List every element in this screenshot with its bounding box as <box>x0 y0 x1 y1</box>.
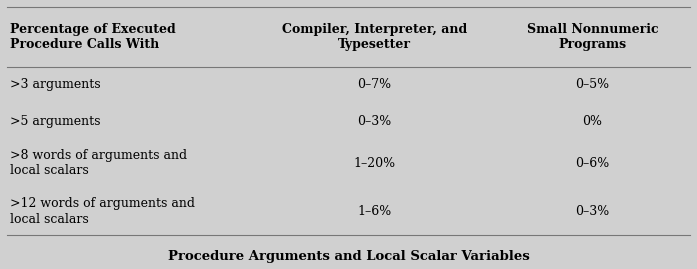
Text: >3 arguments: >3 arguments <box>10 79 101 91</box>
Text: >5 arguments: >5 arguments <box>10 115 101 128</box>
Text: 1–20%: 1–20% <box>353 157 396 170</box>
Text: Small Nonnumeric
Programs: Small Nonnumeric Programs <box>527 23 658 51</box>
Text: >8 words of arguments and
local scalars: >8 words of arguments and local scalars <box>10 149 187 178</box>
Text: Procedure Arguments and Local Scalar Variables: Procedure Arguments and Local Scalar Var… <box>167 250 530 263</box>
Text: >12 words of arguments and
local scalars: >12 words of arguments and local scalars <box>10 197 195 226</box>
Text: 0–3%: 0–3% <box>358 115 392 128</box>
Text: 1–6%: 1–6% <box>358 205 392 218</box>
Text: 0%: 0% <box>583 115 602 128</box>
Text: 0–7%: 0–7% <box>358 79 392 91</box>
Text: 0–3%: 0–3% <box>575 205 610 218</box>
Text: 0–5%: 0–5% <box>576 79 609 91</box>
Text: Compiler, Interpreter, and
Typesetter: Compiler, Interpreter, and Typesetter <box>282 23 467 51</box>
Text: 0–6%: 0–6% <box>575 157 610 170</box>
Text: Percentage of Executed
Procedure Calls With: Percentage of Executed Procedure Calls W… <box>10 23 176 51</box>
